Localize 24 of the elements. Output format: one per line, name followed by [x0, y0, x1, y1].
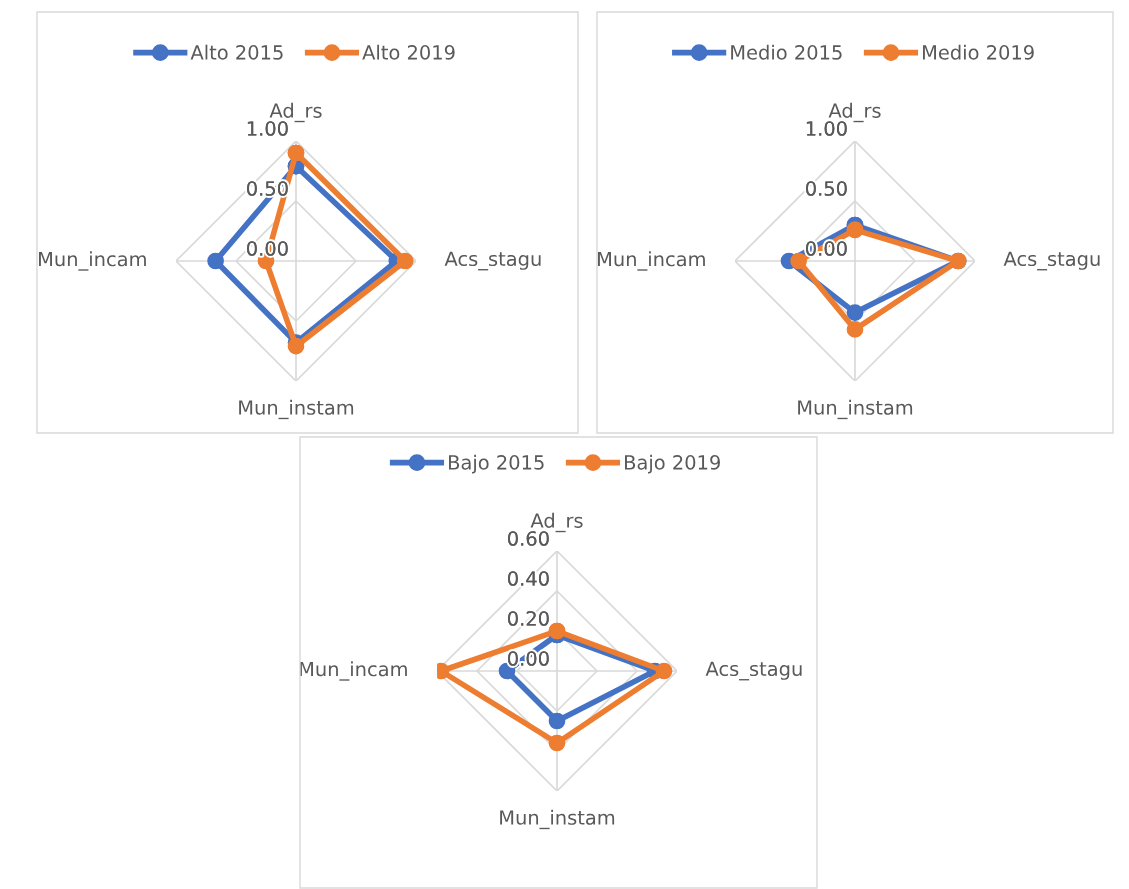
spoke-label: Ad_rs — [269, 102, 322, 123]
legend-label: Bajo 2019 — [625, 454, 720, 474]
legend-label: Medio 2015 — [731, 44, 842, 60]
spoke-label: Mun_instam — [798, 399, 913, 420]
spoke-label: Ad_rs — [828, 102, 881, 123]
spoke-label: Mun_instam — [500, 809, 615, 830]
y-tick-label: 0.20 — [508, 611, 549, 626]
spoke-label: Acs_stagu — [444, 251, 541, 271]
spoke-label: Acs_stagu — [705, 661, 802, 681]
legend-label: Alto 2015 — [190, 44, 283, 60]
spoke-label: Mun_incam — [300, 661, 407, 681]
legend-label: Bajo 2015 — [449, 454, 544, 474]
legend-label: Alto 2019 — [362, 44, 455, 60]
y-tick-label: 0.50 — [806, 181, 847, 196]
y-tick-label: 1.00 — [806, 121, 847, 136]
legend-label: Medio 2019 — [923, 44, 1034, 60]
spoke-label: Mun_incam — [598, 251, 705, 271]
spoke-label: Mun_instam — [239, 399, 354, 420]
y-tick-label: 0.40 — [508, 571, 549, 586]
y-tick-label: 1.00 — [247, 121, 288, 136]
spoke-label: Ad_rs — [530, 512, 583, 533]
y-tick-label: 0.60 — [508, 531, 549, 546]
spoke-label: Acs_stagu — [1003, 251, 1100, 271]
spoke-label: Mun_incam — [39, 251, 146, 271]
